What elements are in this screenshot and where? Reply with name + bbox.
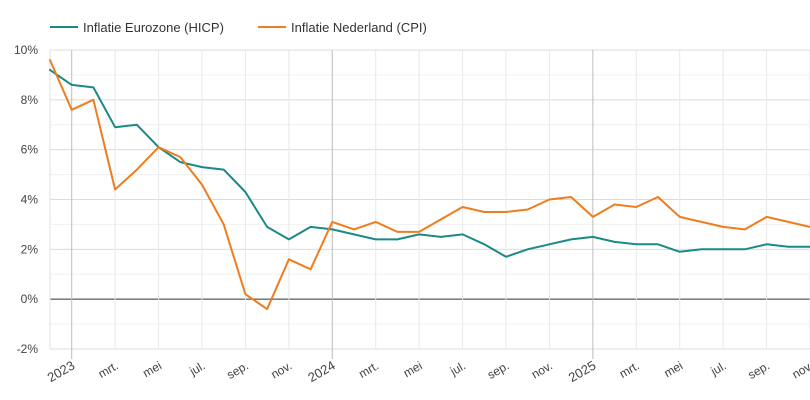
x-tick-label: sep. <box>485 358 512 381</box>
x-tick-label: jul. <box>707 358 728 378</box>
y-tick-label: 2% <box>21 242 39 256</box>
y-axis: -2% 0% 2% 4% 6% 8% 10% <box>14 43 38 356</box>
series-line-1[interactable] <box>49 68 810 258</box>
x-tick-label: 2024 <box>305 358 338 385</box>
x-tick-label: mrt. <box>617 358 642 380</box>
x-tick-label: nov. <box>529 358 555 381</box>
x-tick-label: mei <box>401 358 425 380</box>
x-tick-label: sep. <box>224 358 251 381</box>
x-tick-label: nov. <box>268 358 294 381</box>
x-tick-label: mrt. <box>96 358 121 380</box>
x-tick-label: mrt. <box>356 358 381 380</box>
y-tick-label: 10% <box>14 43 38 57</box>
legend-label: Inflatie Eurozone (HICP) <box>83 20 224 35</box>
legend-label: Inflatie Nederland (CPI) <box>291 20 427 35</box>
y-tick-label: 4% <box>21 193 39 207</box>
x-tick-label: sep. <box>745 358 772 381</box>
series-line-2[interactable] <box>49 59 810 311</box>
x-tick-label: mei <box>140 358 164 380</box>
x-tick-label: nov. <box>790 358 810 381</box>
legend-item-2[interactable]: Inflatie Nederland (CPI) <box>258 20 427 35</box>
x-axis: 2023 mrt. mei jul. sep. nov. 2024 mrt. mei jul. se… <box>45 358 810 385</box>
series-lines[interactable] <box>49 59 810 311</box>
y-tick-label: -2% <box>17 342 39 356</box>
x-tick-label: mei <box>661 358 685 380</box>
x-tick-label: jul. <box>447 358 468 378</box>
y-tick-label: 0% <box>21 292 39 306</box>
x-tick-label: 2023 <box>45 358 78 385</box>
legend[interactable]: Inflatie Eurozone (HICP) Inflatie Nederla… <box>50 20 427 35</box>
y-tick-label: 8% <box>21 93 39 107</box>
y-tick-label: 6% <box>21 143 39 157</box>
x-tick-label: jul. <box>186 358 207 378</box>
x-tick-label: 2025 <box>566 358 599 385</box>
grid-lines <box>49 49 810 359</box>
legend-item-1[interactable]: Inflatie Eurozone (HICP) <box>50 20 224 35</box>
